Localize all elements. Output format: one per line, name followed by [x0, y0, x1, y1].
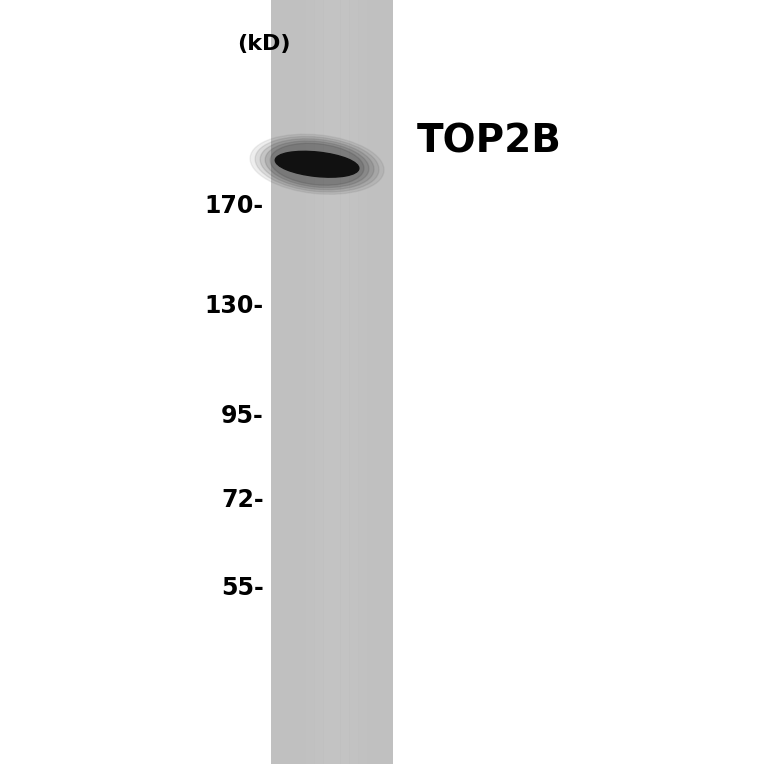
Ellipse shape [270, 144, 364, 185]
Bar [332, 0, 341, 764]
Bar [367, 0, 375, 764]
Bar [306, 0, 314, 764]
Text: 170-: 170- [205, 194, 264, 219]
Ellipse shape [265, 141, 369, 187]
Ellipse shape [275, 151, 359, 177]
Text: 55-: 55- [221, 576, 264, 601]
Bar [350, 0, 358, 764]
Ellipse shape [261, 139, 374, 189]
Bar [289, 0, 297, 764]
Ellipse shape [250, 134, 384, 194]
Bar [297, 0, 306, 764]
Text: TOP2B: TOP2B [416, 122, 562, 160]
Bar [376, 0, 384, 764]
Bar [385, 0, 393, 764]
Bar [315, 0, 323, 764]
Bar [271, 0, 393, 764]
Text: 130-: 130- [205, 293, 264, 318]
Bar [324, 0, 332, 764]
Bar [358, 0, 367, 764]
Ellipse shape [255, 137, 379, 192]
Bar [393, 0, 402, 764]
Text: 95-: 95- [221, 404, 264, 429]
Bar [280, 0, 288, 764]
Text: 72-: 72- [221, 488, 264, 513]
Bar [271, 0, 280, 764]
Text: (kD): (kD) [237, 34, 290, 54]
Bar [341, 0, 349, 764]
